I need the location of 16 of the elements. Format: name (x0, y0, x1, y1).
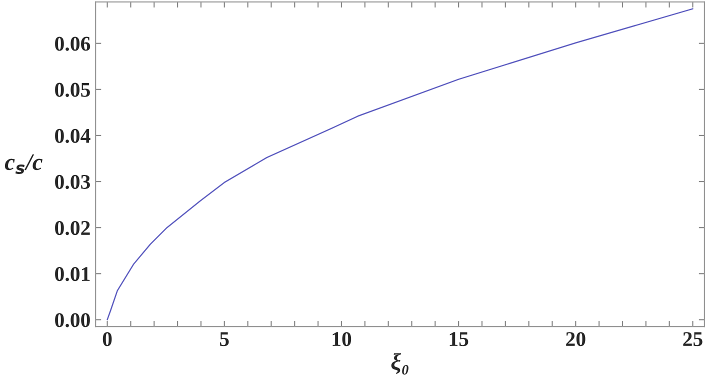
y-axis-title: c$_{s}$/c (4, 154, 42, 174)
y-tick-label: 0.06 (55, 36, 90, 51)
y-tick-label: 0.02 (55, 220, 90, 236)
y-tick-label: 0.04 (55, 128, 90, 143)
x-tick-label: 10 (332, 332, 352, 346)
y-tick-label: 0.00 (55, 313, 90, 328)
x-tick-label: 25 (683, 332, 702, 346)
y-tick-label: 0.01 (55, 267, 90, 282)
line-series (106, 8, 694, 320)
x-tick-label: 20 (566, 332, 586, 346)
x-tick-label: 0 (102, 332, 112, 346)
x-tick-label: 15 (450, 332, 468, 346)
x-tick-label: 5 (220, 332, 229, 346)
y-tick-label: 0.03 (55, 174, 90, 190)
x-axis-title: ξ₀ (391, 353, 408, 375)
y-tick-label: 0.05 (55, 82, 90, 97)
